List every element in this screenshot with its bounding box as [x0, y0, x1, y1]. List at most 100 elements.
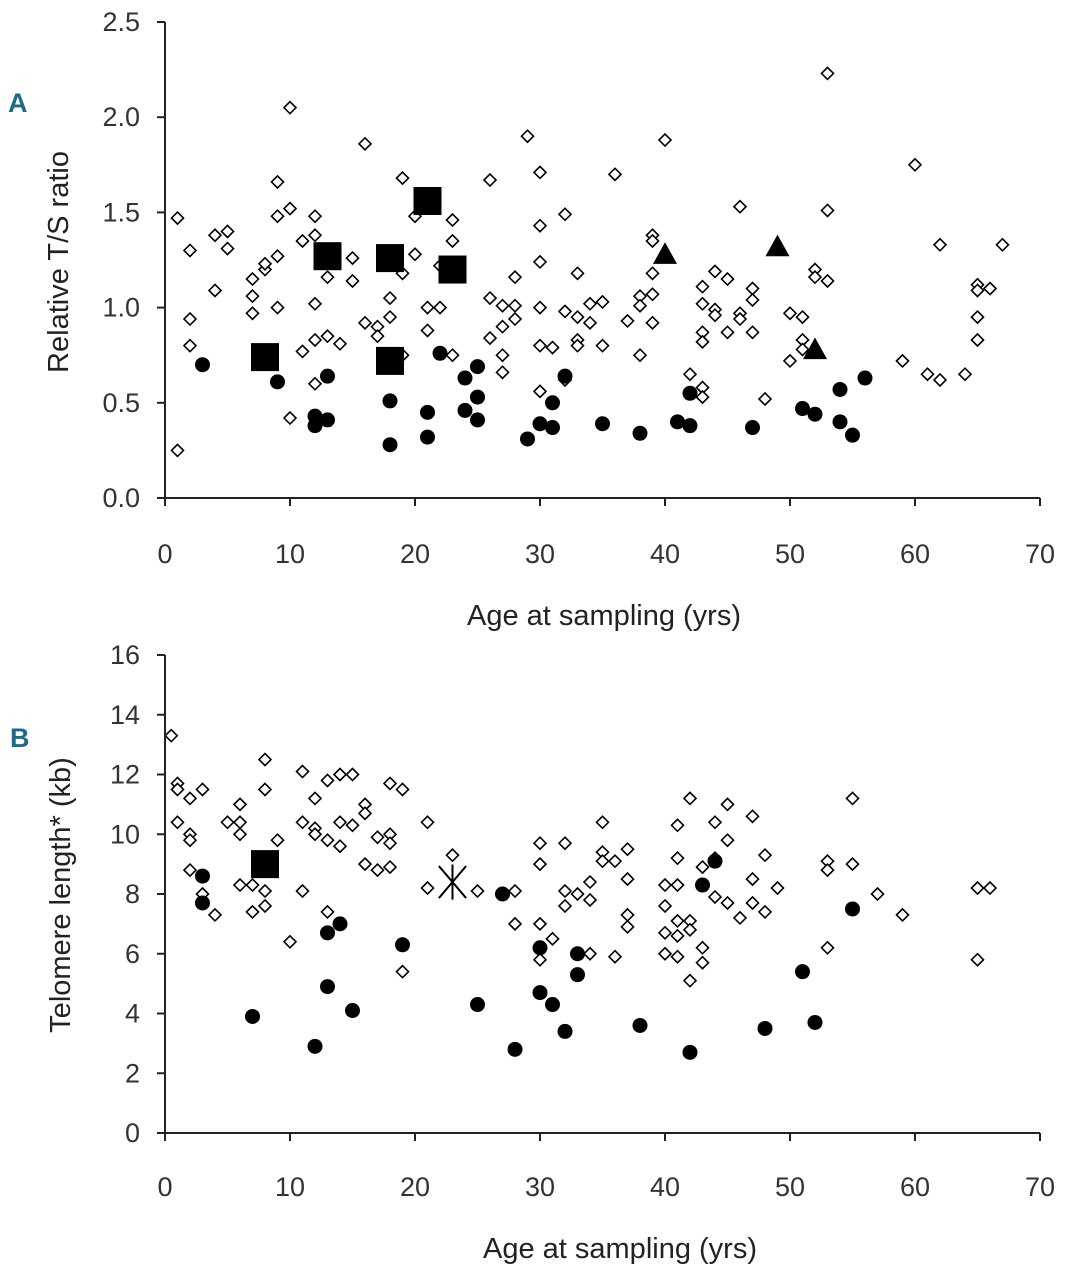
control-diamond-point	[670, 818, 685, 833]
control-diamond-point	[195, 782, 210, 797]
control-diamond-point	[532, 254, 548, 270]
control-diamond-point	[257, 898, 273, 914]
patient-circle-point	[682, 385, 698, 401]
patient-circle-point	[795, 964, 810, 980]
control-diamond-point	[982, 880, 998, 896]
control-diamond-point	[545, 931, 560, 946]
patient-circle-point	[570, 967, 585, 983]
control-diamond-point	[745, 871, 760, 887]
control-diamond-point	[470, 883, 485, 899]
control-diamond-point	[620, 871, 635, 887]
patient-circle-point	[320, 925, 335, 941]
control-diamond-point	[707, 308, 723, 323]
patient-circle-point	[332, 916, 348, 932]
control-diamond-point	[432, 300, 448, 315]
control-diamond-point	[382, 290, 398, 306]
control-diamond-point	[670, 877, 685, 893]
control-diamond-point	[370, 862, 385, 878]
panel-a-tag: A	[8, 88, 28, 118]
panel-b-x-tick-label: 60	[900, 1172, 930, 1202]
control-diamond-point	[282, 201, 298, 216]
panel-b-tag: B	[10, 723, 30, 753]
panel-b-y-tick-label: 2	[125, 1058, 140, 1088]
panel-b-y-tick-label: 6	[125, 939, 140, 969]
patient-circle-point	[545, 395, 560, 411]
control-diamond-point	[695, 334, 710, 350]
control-diamond-point	[170, 782, 185, 797]
control-diamond-point	[307, 827, 323, 842]
patient-triangle-point	[803, 337, 827, 360]
control-diamond-point	[745, 325, 760, 340]
patient-circle-point	[195, 895, 210, 911]
panel-a-x-tick-label: 30	[525, 539, 555, 569]
patient-triangle-point	[653, 242, 677, 264]
control-diamond-point	[207, 907, 223, 923]
control-diamond-point	[495, 365, 510, 380]
control-diamond-point	[820, 940, 835, 955]
control-diamond-point	[757, 848, 773, 863]
control-diamond-point	[532, 952, 548, 967]
patient-circle-point	[757, 1020, 773, 1036]
control-diamond-point	[320, 270, 335, 285]
patient-circle-point	[470, 359, 485, 375]
control-diamond-point	[182, 311, 198, 327]
control-diamond-point	[257, 782, 273, 797]
control-diamond-point	[632, 348, 648, 363]
patient-circle-point	[470, 997, 485, 1013]
control-diamond-point	[482, 290, 498, 306]
control-diamond-point	[820, 203, 835, 218]
control-diamond-point	[445, 212, 460, 228]
panel-b-x-tick-label: 40	[650, 1172, 680, 1202]
control-diamond-point	[720, 833, 735, 848]
patient-circle-point	[457, 402, 473, 418]
control-diamond-point	[557, 836, 573, 851]
control-diamond-point	[582, 315, 598, 330]
patient-circle-point	[807, 1014, 823, 1030]
control-diamond-point	[695, 279, 710, 294]
control-diamond-point	[695, 859, 710, 875]
control-diamond-point	[920, 367, 935, 382]
control-diamond-point	[345, 250, 360, 266]
control-diamond-point	[245, 271, 260, 287]
control-diamond-point	[595, 294, 610, 310]
control-diamond-point	[695, 389, 710, 405]
control-diamond-point	[757, 391, 773, 407]
control-diamond-point	[532, 165, 548, 180]
control-diamond-point	[320, 904, 335, 920]
panel-a-x-tick-label: 70	[1025, 539, 1055, 569]
control-diamond-point	[557, 883, 573, 899]
control-diamond-point	[670, 913, 685, 929]
control-diamond-point	[645, 266, 660, 281]
patient-circle-point	[532, 940, 548, 956]
patient-circle-point	[595, 416, 610, 432]
patient-circle-point	[745, 420, 760, 436]
control-diamond-point	[557, 898, 573, 914]
control-diamond-point	[957, 367, 973, 382]
patient-circle-point	[245, 1008, 260, 1024]
control-diamond-point	[370, 329, 385, 344]
patient-circle-point	[845, 901, 860, 917]
control-diamond-point	[282, 934, 298, 949]
patient-circle-point	[545, 420, 560, 436]
patient-square-point	[376, 244, 404, 273]
patient-circle-point	[557, 1023, 573, 1039]
control-diamond-point	[695, 955, 710, 970]
control-diamond-point	[545, 340, 560, 355]
control-diamond-point	[420, 300, 435, 315]
control-diamond-point	[407, 247, 423, 262]
panel-a-x-tick-label: 10	[275, 539, 305, 569]
control-diamond-point	[232, 797, 248, 812]
control-diamond-point	[582, 946, 598, 961]
control-diamond-point	[420, 815, 435, 830]
control-diamond-point	[932, 237, 948, 252]
control-diamond-point	[307, 791, 323, 806]
patient-circle-point	[470, 412, 485, 428]
control-diamond-point	[270, 300, 285, 315]
control-diamond-point	[607, 167, 623, 182]
control-diamond-point	[495, 319, 510, 334]
control-diamond-point	[357, 315, 373, 330]
patient-square-point	[438, 255, 467, 284]
patient-square-point	[251, 343, 279, 372]
panel-a-scatter: A 0.0 0.5 1.0 1.5 2.0 2.5 0 10 20 30 40 50 60 70 Age…	[8, 7, 1055, 632]
